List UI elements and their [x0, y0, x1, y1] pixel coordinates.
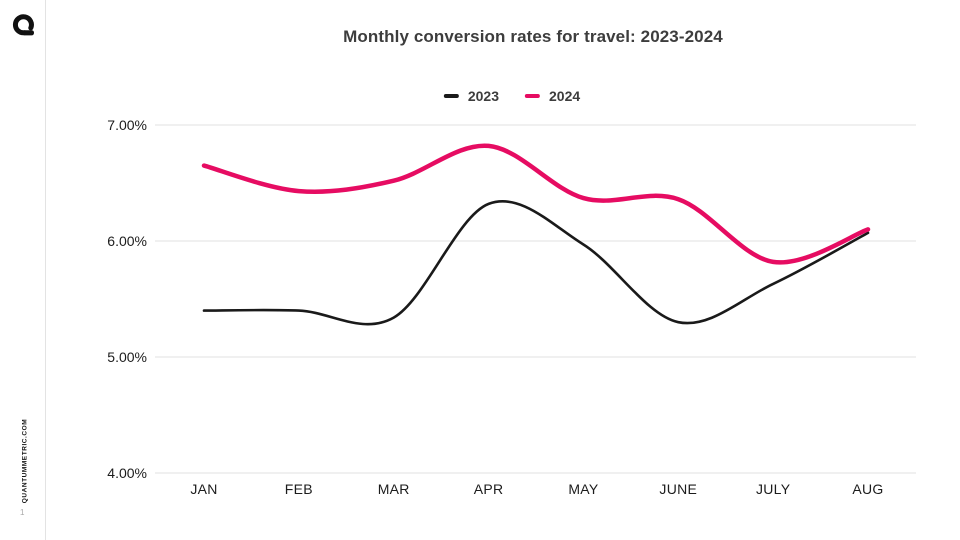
y-tick-label: 4.00% — [107, 465, 147, 481]
chart-legend: 2023 2024 — [443, 88, 580, 104]
y-tick-label: 5.00% — [107, 349, 147, 365]
quantum-metric-logo-icon — [12, 14, 34, 36]
x-tick-label: JULY — [755, 481, 791, 497]
x-tick-label: AUG — [852, 481, 884, 497]
legend-swatch-icon — [525, 93, 540, 99]
sidebar: QUANTUMMETRIC.COM 1 — [0, 0, 46, 540]
y-tick-label: 6.00% — [107, 233, 147, 249]
x-tick-label: MAY — [568, 481, 599, 497]
page-number: 1 — [20, 508, 25, 517]
x-tick-label: JAN — [190, 481, 218, 497]
legend-item-2023: 2023 — [443, 88, 499, 104]
line-2024 — [201, 143, 871, 265]
y-tick-label: 7.00% — [107, 117, 147, 133]
x-tick-label: JUNE — [659, 481, 698, 497]
x-tick-label: MAR — [377, 481, 410, 497]
x-tick-label: APR — [473, 481, 504, 497]
legend-label: 2024 — [549, 88, 581, 104]
legend-label: 2023 — [467, 88, 499, 104]
chart-title: Monthly conversion rates for travel: 202… — [343, 27, 723, 46]
line-2023 — [202, 200, 870, 326]
legend-item-2024: 2024 — [525, 88, 580, 104]
x-tick-label: FEB — [284, 481, 313, 497]
legend-swatch-icon — [443, 93, 459, 99]
